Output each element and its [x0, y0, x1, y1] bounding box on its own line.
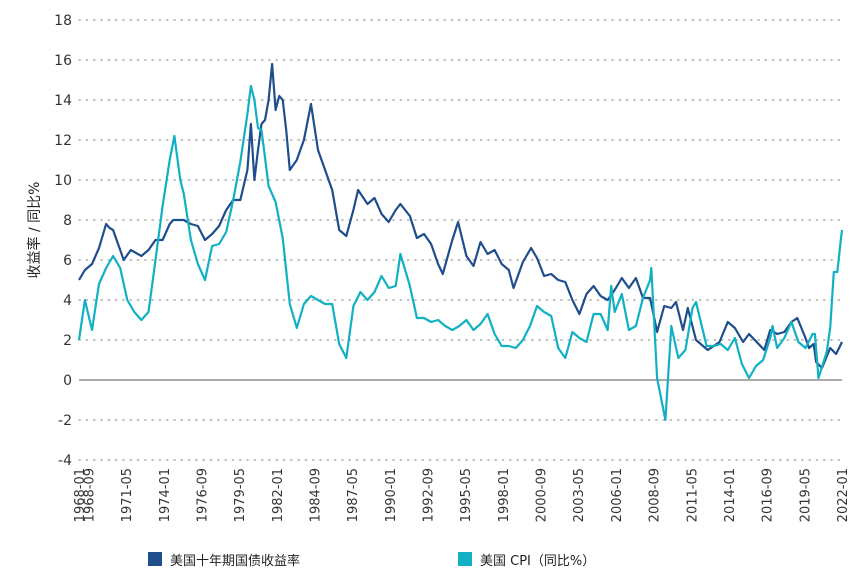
x-tick-label: 1976-09: [196, 468, 211, 522]
x-tick-label: 2006-01: [610, 468, 625, 522]
x-tick-label: 2016-09: [761, 468, 776, 522]
x-tick-label: 1984-09: [309, 468, 324, 522]
y-tick-label: 10: [54, 173, 72, 189]
y-axis-ticks: -4 -2 0 2 4 6 8 10 12 14 16 18: [54, 13, 72, 469]
legend-swatch-treasury: [148, 552, 162, 566]
x-tick-label: 2022-01: [836, 468, 851, 522]
y-tick-label: 16: [54, 53, 72, 69]
x-tick-label: 2011-05: [685, 468, 700, 522]
y-tick-label: 2: [63, 333, 72, 349]
x-tick-label: 2008-09: [648, 468, 663, 522]
series-line-treasury-yield: [78, 62, 843, 370]
y-tick-label: 14: [54, 93, 72, 109]
y-tick-label: 12: [54, 133, 72, 149]
x-tick-label: 1971-05: [120, 468, 135, 522]
x-tick-label: 1995-05: [459, 468, 474, 522]
y-axis-label: 收益率 / 同比%: [26, 182, 43, 279]
legend-item-treasury: 美国十年期国债收益率: [148, 549, 300, 569]
x-tick-label: 2000-09: [535, 468, 550, 522]
legend-label-treasury: 美国十年期国债收益率: [170, 553, 301, 569]
y-tick-label: 6: [63, 253, 72, 269]
x-tick-label: 2019-05: [798, 468, 813, 522]
y-tick-label: 4: [63, 293, 72, 309]
x-tick-label: 1990-01: [384, 468, 399, 522]
x-tick-label: 1968-01: [73, 468, 88, 522]
y-tick-label: 8: [63, 213, 72, 229]
gridlines: [78, 19, 843, 461]
legend-item-cpi: 美国 CPI（同比%）: [458, 549, 595, 569]
y-tick-label: -4: [58, 453, 72, 469]
legend-label-cpi: 美国 CPI（同比%）: [480, 553, 596, 569]
x-tick-label: 1979-05: [233, 468, 248, 522]
series-lines: [77, 62, 844, 422]
x-tick-label: 1982-01: [271, 468, 286, 522]
x-tick-label: 1968-09: [82, 468, 97, 522]
x-tick-label: 1987-05: [346, 468, 361, 522]
y-tick-label: 0: [63, 373, 72, 389]
y-tick-label: -2: [58, 413, 72, 429]
y-tick-label: 18: [54, 13, 72, 29]
x-tick-label: 2014-01: [723, 468, 738, 522]
x-tick-label: 2003-05: [572, 468, 587, 522]
x-tick-label: 1974-01: [158, 468, 173, 522]
x-tick-label: 1998-01: [497, 468, 512, 522]
legend-swatch-cpi: [458, 552, 472, 566]
series-line-cpi: [77, 84, 844, 422]
x-tick-label: 1992-09: [422, 468, 437, 522]
